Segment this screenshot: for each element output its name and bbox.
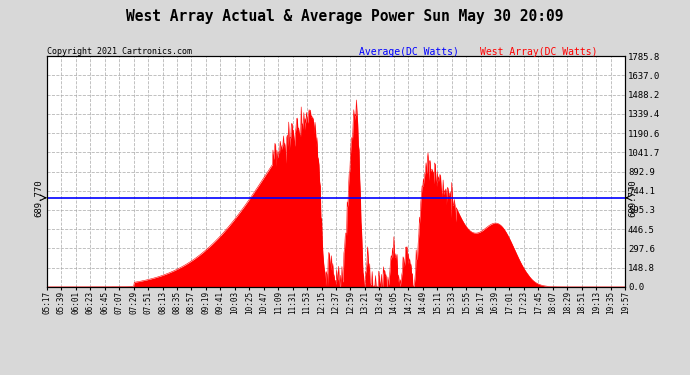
Text: 689.770: 689.770 [34, 179, 43, 217]
Text: West Array Actual & Average Power Sun May 30 20:09: West Array Actual & Average Power Sun Ma… [126, 9, 564, 24]
Text: Average(DC Watts): Average(DC Watts) [359, 47, 459, 57]
Text: Copyright 2021 Cartronics.com: Copyright 2021 Cartronics.com [47, 47, 192, 56]
Text: 689.770: 689.770 [629, 179, 638, 217]
Text: West Array(DC Watts): West Array(DC Watts) [480, 47, 597, 57]
